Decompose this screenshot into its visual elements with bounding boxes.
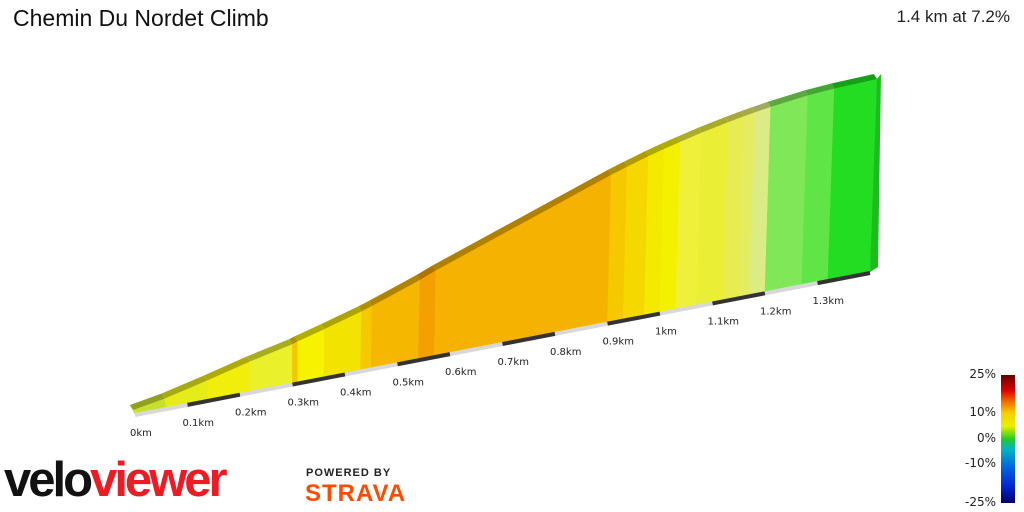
axis-stripe	[554, 321, 608, 336]
profile-segment-ridge	[804, 83, 835, 96]
climb-summary: 1.4 km at 7.2%	[896, 7, 1010, 26]
gradient-legend-bar	[1001, 375, 1015, 503]
axis-stripe	[134, 402, 188, 417]
profile-segment-ridge	[358, 300, 373, 312]
x-tick-label: 0.6km	[445, 367, 476, 378]
profile-segment-ridge	[294, 324, 325, 342]
axis-stripe	[502, 331, 556, 346]
axis-stripe	[817, 271, 871, 286]
axis-stripe	[764, 281, 818, 296]
strava-logo: STRAVA	[305, 480, 407, 507]
profile-segment	[292, 340, 299, 384]
x-tick-label: 0.1km	[183, 418, 214, 429]
profile-segment	[360, 305, 373, 371]
profile-segment-ridge	[204, 356, 250, 381]
x-tick-label: 1.1km	[708, 316, 739, 327]
powered-by-label: POWERED BY	[306, 467, 392, 479]
axis-stripe	[344, 362, 398, 377]
profile-end-cap	[870, 74, 881, 272]
profile-segment-ridge	[246, 339, 293, 362]
profile-segment-ridge	[831, 74, 877, 89]
legend-label-10: 10%	[969, 405, 996, 419]
x-tick-label: 1.2km	[760, 306, 791, 317]
profile-segment-ridge	[289, 336, 298, 345]
chart-title: Chemin Du Nordet Climb	[13, 5, 269, 31]
profile-segments	[129, 74, 878, 415]
legend-label-minus-25: -25%	[964, 495, 996, 509]
x-tick-label: 1.3km	[813, 296, 844, 307]
legend-label-minus-10: -10%	[964, 456, 996, 470]
x-tick-label: 0.5km	[393, 377, 424, 388]
legend-label-25: 25%	[969, 367, 996, 381]
legend-label-0: 0%	[976, 431, 996, 445]
profile-segment-ridge	[416, 265, 436, 280]
veloviewer-logo: veloviewer	[4, 452, 228, 508]
profile-segment-ridge	[725, 111, 745, 123]
x-tick-label: 0.9km	[603, 337, 634, 348]
x-tick-label: 1km	[655, 327, 677, 338]
logo-viewer: viewer	[90, 453, 228, 507]
axis-stripe	[187, 392, 241, 407]
profile-segment-ridge	[767, 90, 808, 107]
x-tick-label: 0.4km	[340, 387, 371, 398]
profile-segment-ridge	[661, 136, 681, 149]
profile-segment-ridge	[321, 306, 362, 330]
profile-segment-ridge	[161, 375, 208, 399]
profile-segment-ridge	[645, 143, 665, 157]
axis-stripe	[239, 382, 293, 397]
profile-segment-ridge	[751, 101, 771, 113]
profile-segment	[827, 78, 878, 281]
x-tick-label: 0.8km	[550, 347, 581, 358]
profile-segment	[764, 95, 809, 293]
profile-segment-ridge	[432, 169, 612, 271]
logo-velo: velo	[4, 453, 93, 507]
x-tick-label: 0.7km	[498, 357, 529, 368]
x-tick-label: 0.3km	[288, 398, 319, 409]
axis-stripe	[449, 342, 503, 357]
profile-segment-ridge	[698, 117, 729, 133]
x-tick-label: 0km	[130, 428, 152, 439]
axis-stripe	[292, 372, 346, 387]
profile-segment	[418, 269, 437, 360]
profile-segment-ridge	[368, 274, 420, 306]
axis-stripe	[397, 352, 451, 367]
profile-segment-ridge	[740, 107, 755, 117]
distance-axis: 0km 0.1km 0.2km 0.3km 0.4km 0.5km 0.6km 0.7km 0.…	[130, 271, 871, 439]
x-tick-label: 0.2km	[235, 408, 266, 419]
axis-stripe	[712, 291, 766, 306]
profile-segment-ridge	[608, 161, 628, 175]
profile-segment-ridge	[624, 151, 649, 167]
axis-stripe	[607, 311, 661, 326]
profile-segment-ridge	[677, 127, 702, 142]
axis-stripe	[659, 301, 713, 316]
profile-segment-ridge	[129, 393, 165, 410]
